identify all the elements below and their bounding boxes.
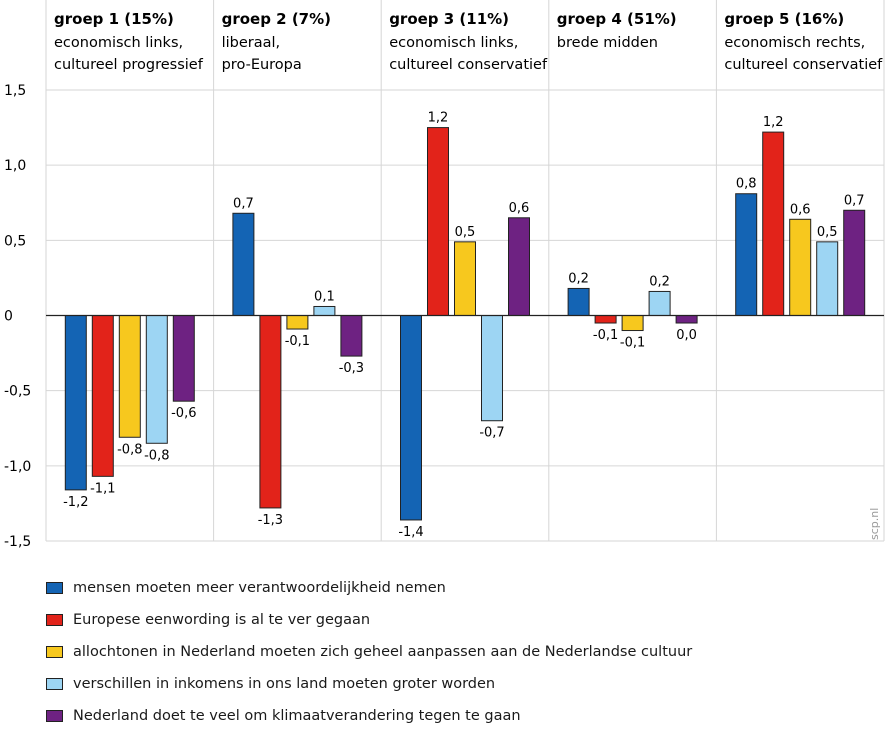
bar — [427, 127, 449, 317]
legend-label: allochtonen in Nederland moeten zich geh… — [73, 644, 693, 660]
group-subtitle: cultureel conservatief — [389, 57, 548, 73]
bar — [735, 193, 758, 316]
group-subtitle: pro-Europa — [222, 57, 302, 73]
legend-swatch — [46, 710, 63, 722]
legend-swatch — [46, 678, 63, 690]
data-label: -0,8 — [117, 442, 142, 457]
bar — [762, 131, 785, 316]
data-label: -0,1 — [593, 328, 618, 343]
watermark: scp.nl — [868, 508, 881, 540]
group-subtitle: cultureel conservatief — [724, 57, 883, 73]
data-label: 0,1 — [314, 289, 335, 304]
chart: 1,5 1,0 0,5 0 -0,5 -1,0 -1,5 groep 1 (15%) econo… — [4, 0, 885, 550]
data-label: -0,1 — [620, 336, 645, 351]
legend-swatch — [46, 646, 63, 658]
legend-label: Europese eenwording is al te ver gegaan — [73, 612, 371, 628]
bar — [232, 212, 255, 316]
data-label: -0,6 — [171, 406, 196, 421]
data-label: -1,1 — [90, 481, 115, 496]
bar — [621, 315, 644, 332]
data-label: 0,7 — [844, 193, 865, 208]
bar — [789, 218, 812, 316]
data-label: 0,8 — [736, 177, 757, 192]
group-subtitle: economisch rechts, — [724, 35, 865, 51]
group-subtitle: liberaal, — [222, 35, 281, 51]
y-tick-label: 0 — [4, 309, 13, 325]
y-tick-label: -1,5 — [4, 534, 31, 550]
legend-item: Europese eenwording is al te ver gegaan — [46, 604, 692, 636]
legend-item: Nederland doet te veel om klimaatverande… — [46, 700, 692, 732]
data-label: 0,6 — [790, 202, 811, 217]
data-label: -1,2 — [63, 495, 88, 510]
data-label: 1,2 — [428, 111, 449, 126]
bar — [172, 315, 195, 402]
group-subtitle: economisch links, — [54, 35, 183, 51]
data-label: 1,2 — [763, 115, 784, 130]
bar — [64, 315, 87, 491]
group-title: groep 3 (11%) — [389, 10, 509, 28]
group-title: groep 5 (16%) — [724, 10, 844, 28]
bar — [648, 290, 671, 316]
bar — [508, 217, 530, 317]
data-label: 0,5 — [817, 225, 838, 240]
data-label: -1,4 — [398, 525, 423, 540]
bar — [91, 315, 114, 477]
data-label: 0,6 — [509, 201, 530, 216]
data-label: 0,7 — [233, 196, 254, 211]
legend-label: mensen moeten meer verantwoordelijkheid … — [73, 580, 446, 596]
data-label: -0,8 — [144, 448, 169, 463]
bar — [259, 315, 282, 509]
bar — [400, 315, 422, 521]
bar — [594, 315, 617, 324]
group-title: groep 1 (15%) — [54, 10, 174, 28]
data-label: -0,3 — [339, 361, 364, 376]
data-label: 0,2 — [568, 271, 589, 286]
legend-label: verschillen in inkomens in ons land moet… — [73, 676, 496, 692]
group-subtitle: economisch links, — [389, 35, 518, 51]
y-tick-label: 1,5 — [4, 83, 26, 99]
y-tick-label: -1,0 — [4, 459, 31, 475]
group-subtitle: cultureel progressief — [54, 57, 204, 73]
data-label: -1,3 — [258, 513, 283, 528]
y-tick-label: 1,0 — [4, 158, 26, 174]
bar — [145, 315, 168, 444]
data-label: -0,1 — [285, 334, 310, 349]
group-subtitle: brede midden — [557, 35, 658, 51]
data-label: 0,5 — [455, 225, 476, 240]
group-title: groep 4 (51%) — [557, 10, 677, 28]
legend-item: verschillen in inkomens in ons land moet… — [46, 668, 692, 700]
bar — [118, 315, 141, 438]
legend-swatch — [46, 614, 63, 626]
bar — [843, 209, 866, 316]
bar — [675, 315, 698, 324]
y-tick-label: 0,5 — [4, 233, 26, 249]
data-label: -0,7 — [479, 426, 504, 441]
legend-swatch — [46, 582, 63, 594]
bar — [816, 241, 839, 316]
bar — [286, 315, 309, 330]
bar — [313, 305, 336, 317]
data-label: 0,2 — [649, 274, 670, 289]
bar — [481, 315, 503, 422]
legend-item: mensen moeten meer verantwoordelijkheid … — [46, 572, 692, 604]
legend-label: Nederland doet te veel om klimaatverande… — [73, 708, 521, 724]
legend-item: allochtonen in Nederland moeten zich geh… — [46, 636, 692, 668]
data-label: 0,0 — [676, 328, 697, 343]
bar — [340, 315, 363, 357]
legend: mensen moeten meer verantwoordelijkheid … — [46, 572, 692, 732]
bar — [567, 287, 590, 317]
group-title: groep 2 (7%) — [222, 10, 331, 28]
bar — [454, 241, 476, 316]
y-tick-label: -0,5 — [4, 384, 31, 400]
